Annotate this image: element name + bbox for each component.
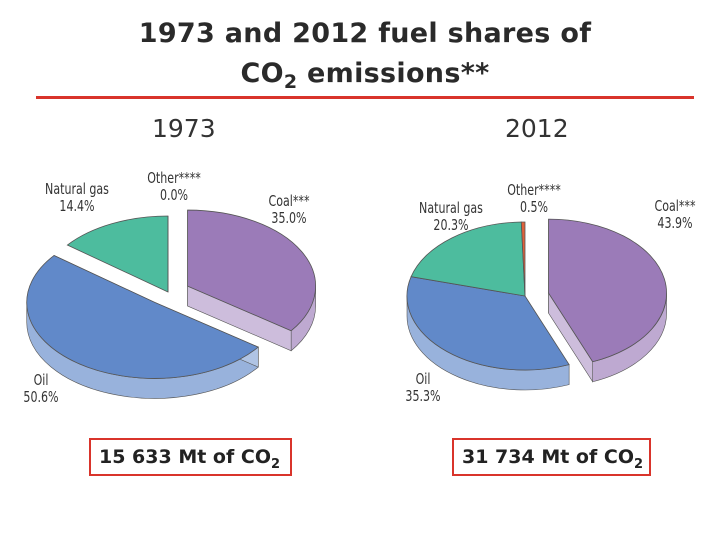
label-1973-natural-gas-name: Natural gas [45, 180, 109, 198]
label-2012-natural-gas-name: Natural gas [419, 199, 483, 217]
total-2012-subscript: 2 [633, 457, 644, 472]
chart-2012-title: 2012 [505, 114, 569, 143]
label-1973-oil: Oil 50.6% [12, 372, 69, 406]
label-2012-oil-name: Oil [415, 370, 431, 388]
title-co-subscript: 2 [283, 71, 298, 93]
pie-2012 [406, 218, 667, 391]
label-2012-coal-value: 43.9% [657, 214, 693, 232]
label-1973-coal-name: Coal*** [268, 192, 310, 210]
chart-1973-title: 1973 [152, 114, 216, 143]
label-2012-oil: Oil 35.3% [394, 371, 451, 405]
slice-2012-naturalgas [410, 221, 526, 297]
label-1973-oil-value: 50.6% [23, 388, 59, 406]
slice-1973-naturalgas [66, 215, 169, 293]
total-2012-box: 31 734 Mt of CO2 [452, 438, 651, 476]
label-1973-other: Other**** 0.0% [133, 170, 215, 204]
label-2012-natural-gas-value: 20.3% [433, 216, 469, 234]
label-2012-other-value: 0.5% [519, 198, 549, 216]
total-2012-text: 31 734 Mt of CO [462, 446, 634, 468]
label-1973-other-name: Other**** [147, 169, 201, 187]
page-title: 1973 and 2012 fuel shares of CO2 emissio… [0, 14, 720, 102]
label-1973-coal-value: 35.0% [271, 209, 307, 227]
title-line-1: 1973 and 2012 fuel shares of [138, 18, 592, 49]
title-emissions: emissions** [297, 58, 490, 89]
label-2012-oil-value: 35.3% [405, 387, 441, 405]
label-2012-natural-gas: Natural gas 20.3% [406, 200, 496, 234]
label-1973-coal: Coal*** 35.0% [248, 193, 330, 227]
title-divider [36, 96, 694, 99]
total-1973-text: 15 633 Mt of CO [99, 446, 271, 468]
slice-1973-coal [187, 209, 316, 332]
label-1973-natural-gas: Natural gas 14.4% [32, 181, 122, 215]
label-1973-oil-name: Oil [33, 371, 49, 389]
title-co: CO [240, 58, 284, 89]
label-2012-other: Other**** 0.5% [493, 182, 575, 216]
total-1973-box: 15 633 Mt of CO2 [89, 438, 292, 476]
label-2012-coal: Coal*** 43.9% [634, 198, 716, 232]
label-2012-coal-name: Coal*** [654, 197, 696, 215]
title-line-2: CO2 emissions** [0, 54, 720, 102]
slice-2012-coal [548, 218, 667, 363]
label-1973-other-value: 0.0% [159, 186, 189, 204]
pie-1973 [26, 209, 316, 399]
slice-1973-oil [26, 254, 260, 379]
slice-2012-oil [406, 276, 570, 371]
slice-2012-other [520, 221, 526, 297]
label-2012-other-name: Other**** [507, 181, 561, 199]
label-1973-natural-gas-value: 14.4% [59, 197, 95, 215]
total-1973-subscript: 2 [270, 457, 281, 472]
